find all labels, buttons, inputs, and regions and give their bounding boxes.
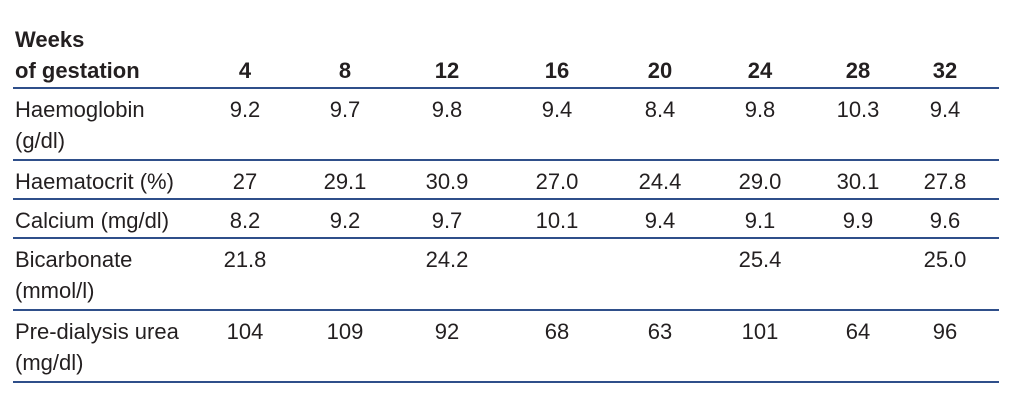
column-header: 16 xyxy=(544,58,570,83)
cell: 9.6 xyxy=(929,208,961,233)
cell: 9.2 xyxy=(329,208,361,233)
header-rule xyxy=(13,87,999,89)
cell: 9.8 xyxy=(431,97,463,122)
cell: 24.2 xyxy=(425,247,469,272)
cell: 25.0 xyxy=(923,247,967,272)
header-label: Weeks xyxy=(15,27,85,52)
cell: 9.7 xyxy=(329,97,361,122)
cell: 63 xyxy=(647,319,673,344)
cell: 27 xyxy=(232,169,258,194)
row-label: (mmol/l) xyxy=(15,278,95,303)
row-rule xyxy=(13,237,999,239)
column-header: 32 xyxy=(932,58,958,83)
cell: 25.4 xyxy=(738,247,782,272)
cell: 104 xyxy=(226,319,264,344)
cell: 24.4 xyxy=(638,169,682,194)
cell: 96 xyxy=(932,319,958,344)
row-rule xyxy=(13,198,999,200)
cell: 9.1 xyxy=(744,208,776,233)
cell: 30.1 xyxy=(836,169,880,194)
cell: 109 xyxy=(326,319,364,344)
cell: 9.4 xyxy=(644,208,676,233)
cell: 27.8 xyxy=(923,169,967,194)
row-label: Bicarbonate xyxy=(15,247,133,272)
column-header: 24 xyxy=(747,58,773,83)
cell: 9.9 xyxy=(842,208,874,233)
column-header: 8 xyxy=(338,58,352,83)
cell: 10.1 xyxy=(535,208,579,233)
cell: 8.2 xyxy=(229,208,261,233)
column-header: 20 xyxy=(647,58,673,83)
header-label: of gestation xyxy=(15,58,140,83)
cell: 9.7 xyxy=(431,208,463,233)
cell: 10.3 xyxy=(836,97,880,122)
column-header: 12 xyxy=(434,58,460,83)
cell: 92 xyxy=(434,319,460,344)
row-label: Haematocrit (%) xyxy=(15,169,174,194)
row-label: (g/dl) xyxy=(15,128,66,153)
column-header: 28 xyxy=(845,58,871,83)
cell: 29.0 xyxy=(738,169,782,194)
row-label: Haemoglobin xyxy=(15,97,145,122)
cell: 9.4 xyxy=(929,97,961,122)
row-rule xyxy=(13,309,999,311)
cell: 68 xyxy=(544,319,570,344)
cell: 9.8 xyxy=(744,97,776,122)
cell: 29.1 xyxy=(323,169,367,194)
cell: 27.0 xyxy=(535,169,579,194)
cell: 9.4 xyxy=(541,97,573,122)
cell: 21.8 xyxy=(223,247,267,272)
cell: 101 xyxy=(741,319,779,344)
cell: 9.2 xyxy=(229,97,261,122)
row-label: Pre-dialysis urea xyxy=(15,319,179,344)
row-rule xyxy=(13,381,999,383)
row-label: (mg/dl) xyxy=(15,350,84,375)
row-label: Calcium (mg/dl) xyxy=(15,208,170,233)
row-rule xyxy=(13,159,999,161)
cell: 64 xyxy=(845,319,871,344)
cell: 8.4 xyxy=(644,97,676,122)
cell: 30.9 xyxy=(425,169,469,194)
column-header: 4 xyxy=(238,58,252,83)
